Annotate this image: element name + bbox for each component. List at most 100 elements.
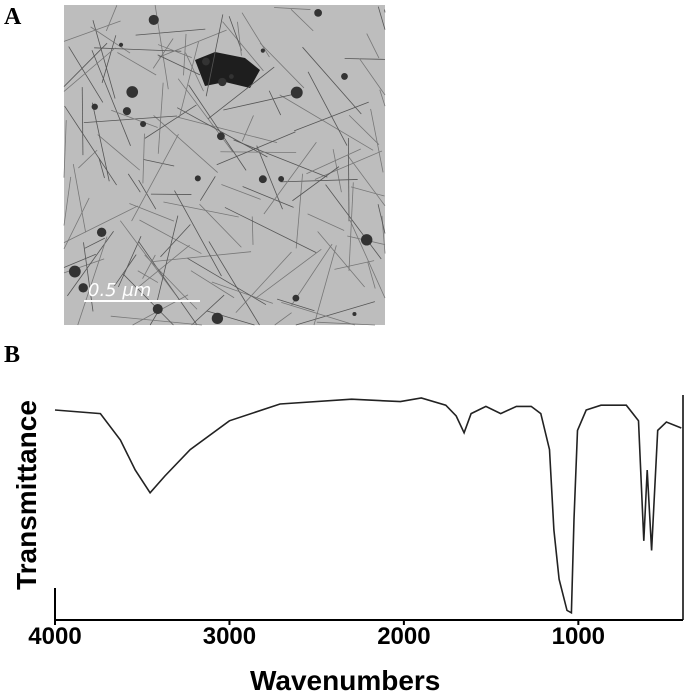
fiber — [313, 245, 337, 326]
y-axis-label: Transmittance — [11, 400, 42, 590]
dark-spot — [211, 312, 224, 325]
fiber — [367, 261, 376, 289]
dark-spot — [360, 234, 373, 246]
fiber — [348, 114, 380, 145]
fiber — [191, 294, 225, 326]
fiber — [220, 151, 297, 154]
fiber — [366, 33, 380, 59]
fiber — [295, 301, 375, 326]
dark-spot — [118, 42, 124, 47]
fiber — [142, 133, 145, 184]
fiber — [83, 242, 94, 312]
dark-spot — [258, 175, 267, 184]
dark-spot — [148, 14, 159, 25]
fiber — [97, 134, 141, 171]
fiber — [110, 315, 202, 326]
fiber — [63, 120, 67, 178]
fiber — [332, 149, 342, 193]
dark-spot — [96, 227, 107, 238]
fiber — [153, 115, 218, 173]
fiber — [306, 148, 361, 175]
fiber — [119, 220, 176, 295]
fiber — [281, 302, 355, 326]
fiber — [207, 66, 275, 120]
fiber — [157, 54, 201, 76]
fiber — [256, 145, 283, 210]
x-tick-label: 2000 — [377, 623, 430, 650]
fiber — [81, 87, 84, 156]
fiber — [63, 205, 138, 243]
fiber — [199, 176, 216, 201]
fiber — [139, 219, 202, 254]
x-tick-label: 1000 — [552, 623, 605, 650]
dark-spot — [292, 294, 300, 302]
x-tick-label: 4000 — [28, 623, 81, 650]
dark-spot — [122, 107, 131, 116]
dark-spot — [217, 132, 225, 141]
fiber — [186, 257, 267, 306]
fiber — [91, 50, 131, 146]
scale-bar-label: 0.5 μm — [88, 280, 151, 301]
dark-spot — [341, 73, 348, 80]
fiber — [64, 105, 117, 186]
fiber — [105, 5, 118, 32]
fiber — [129, 203, 175, 222]
fiber — [157, 82, 164, 154]
fiber — [216, 131, 296, 166]
micrograph — [63, 4, 386, 326]
fiber — [334, 260, 375, 270]
dark-blob — [195, 52, 260, 88]
dark-spot — [218, 77, 227, 87]
micrograph-background — [64, 5, 385, 325]
fiber — [317, 231, 365, 288]
fiber — [307, 213, 345, 231]
fiber — [179, 41, 199, 118]
fiber — [72, 163, 87, 233]
fiber — [223, 92, 299, 111]
fiber — [280, 179, 358, 183]
fiber — [274, 312, 292, 326]
fiber — [241, 12, 270, 58]
fiber — [302, 46, 362, 115]
fiber — [101, 35, 117, 83]
fiber — [370, 108, 384, 173]
fiber — [291, 243, 333, 306]
dark-spot — [194, 175, 201, 182]
dark-spot — [260, 48, 265, 53]
fiber — [176, 116, 278, 143]
fiber — [379, 89, 386, 107]
fiber — [157, 44, 192, 58]
fiber — [295, 173, 303, 249]
fiber — [92, 20, 116, 99]
fiber — [316, 321, 376, 326]
fiber — [77, 236, 108, 326]
fiber — [221, 184, 261, 200]
fiber — [138, 179, 157, 210]
fiber — [160, 224, 191, 258]
fiber — [206, 310, 255, 326]
fiber — [158, 29, 227, 58]
fiber — [199, 203, 242, 248]
dark-spot — [314, 8, 322, 17]
dark-spot — [126, 86, 139, 98]
fiber — [122, 273, 174, 326]
fiber — [114, 254, 137, 287]
fiber — [131, 134, 179, 222]
fiber — [138, 241, 198, 326]
fiber — [307, 71, 348, 146]
fiber — [143, 159, 175, 167]
fiber — [274, 7, 311, 10]
panel-label: A — [4, 4, 22, 30]
fiber — [359, 58, 386, 96]
fiber — [156, 215, 179, 301]
fiber — [63, 176, 72, 226]
fiber — [325, 184, 382, 260]
fiber — [83, 115, 177, 124]
dark-spot — [228, 74, 234, 79]
fiber — [68, 46, 104, 103]
fiber — [190, 270, 235, 299]
panel-label: B — [4, 342, 20, 368]
x-axis-label: Wavenumbers — [250, 665, 440, 692]
dark-spot — [278, 176, 285, 182]
fiber — [255, 248, 322, 299]
